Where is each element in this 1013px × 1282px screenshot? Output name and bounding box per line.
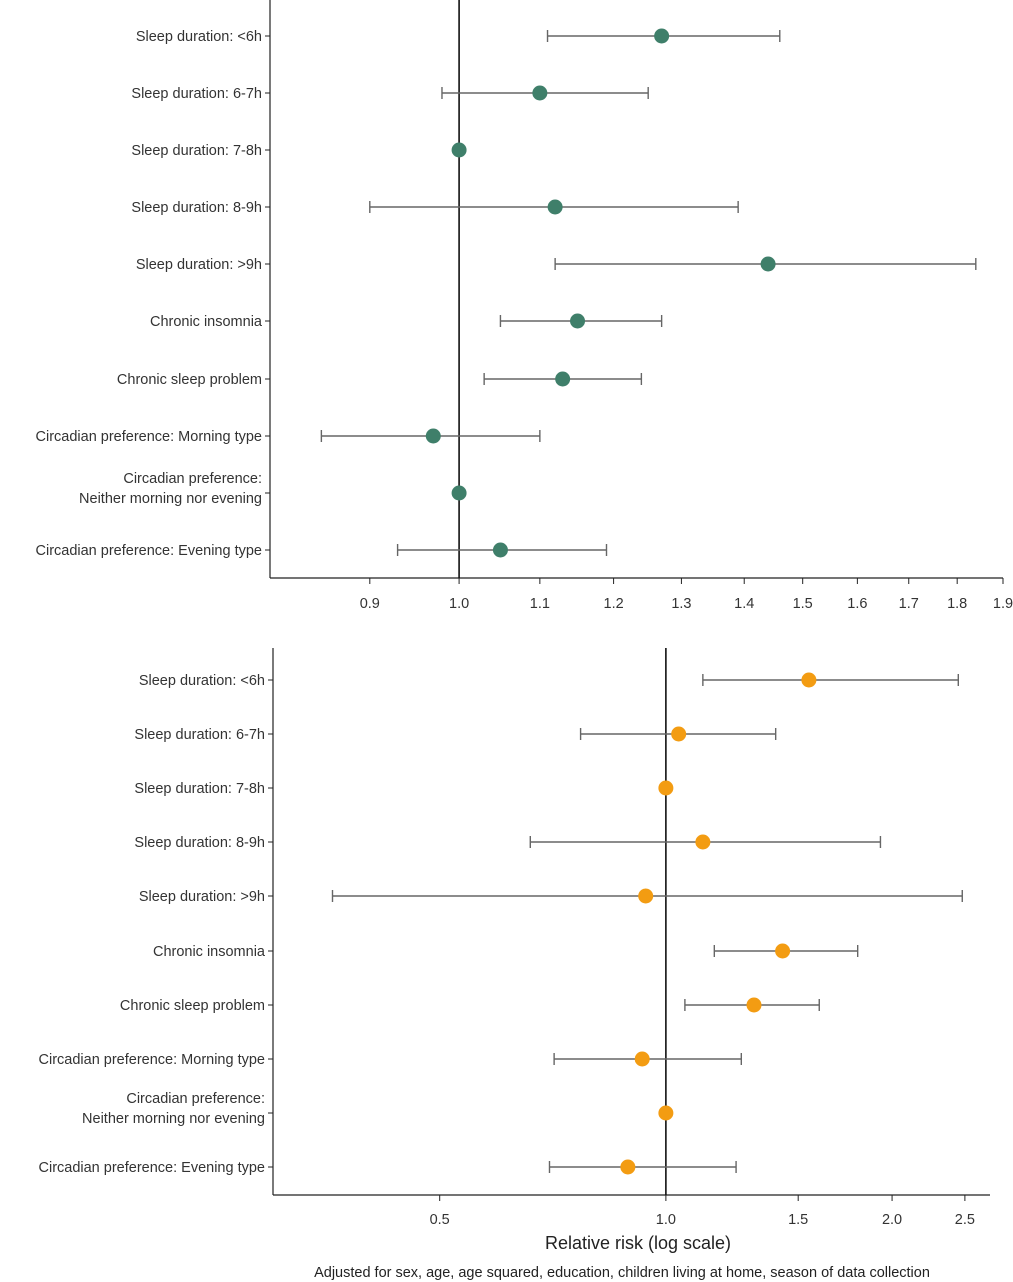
row-label: Circadian preference:	[126, 1091, 265, 1107]
row-label: Sleep duration: 7-8h	[131, 143, 262, 159]
row-label: Neither morning nor evening	[79, 491, 262, 507]
x-tick-label: 1.2	[604, 596, 624, 612]
point-estimate	[492, 542, 508, 558]
point-estimate	[451, 142, 467, 158]
point-estimate	[746, 997, 762, 1013]
row-label: Sleep duration: >9h	[139, 889, 265, 905]
row-label: Chronic sleep problem	[117, 372, 262, 388]
point-estimate	[547, 199, 563, 215]
point-estimate	[671, 726, 687, 742]
row-label: Sleep duration: 8-9h	[131, 200, 262, 216]
row-label: Sleep duration: 6-7h	[131, 86, 262, 102]
point-estimate	[570, 313, 586, 329]
row-label: Circadian preference: Evening type	[39, 1160, 266, 1176]
x-tick-label: 1.0	[449, 596, 469, 612]
point-estimate	[801, 672, 817, 688]
point-estimate	[634, 1051, 650, 1067]
point-estimate	[654, 28, 670, 44]
point-estimate	[425, 428, 441, 444]
row-label: Chronic insomnia	[153, 944, 266, 960]
row-label: Sleep duration: 7-8h	[134, 781, 265, 797]
row-label: Chronic insomnia	[150, 314, 263, 330]
x-tick-label: 1.9	[993, 596, 1013, 612]
row-label: Sleep duration: 8-9h	[134, 835, 265, 851]
x-tick-label: 0.5	[430, 1212, 450, 1228]
point-estimate	[658, 1105, 674, 1121]
row-label: Circadian preference: Morning type	[39, 1052, 265, 1068]
point-estimate	[638, 888, 654, 904]
x-tick-label: 1.4	[734, 596, 754, 612]
row-label: Sleep duration: >9h	[136, 257, 262, 273]
point-estimate	[532, 85, 548, 101]
x-tick-label: 2.5	[955, 1212, 975, 1228]
point-estimate	[451, 485, 467, 501]
point-estimate	[760, 256, 776, 272]
x-tick-label: 1.8	[947, 596, 967, 612]
x-tick-label: 1.1	[530, 596, 550, 612]
x-axis-title: Relative risk (log scale)	[545, 1233, 731, 1253]
row-label: Circadian preference:	[123, 471, 262, 487]
forest-panel-bottom: 0.5 1.0 1.5 2.0 2.5 Sleep duration: <6h Sleep …	[39, 648, 990, 1228]
point-estimate	[658, 780, 674, 796]
x-tick-label: 1.5	[793, 596, 813, 612]
x-tick-label: 2.0	[882, 1212, 902, 1228]
x-tick-label: 1.5	[788, 1212, 808, 1228]
row-label: Circadian preference: Morning type	[36, 429, 262, 445]
point-estimate	[775, 943, 791, 959]
row-label: Neither morning nor evening	[82, 1111, 265, 1127]
x-tick-label: 1.7	[899, 596, 919, 612]
forest-panel-top: 0.9 1.0 1.1 1.2 1.3 1.4 1.5 1.6 1.7 1.8 1.9 Sleep d…	[36, 0, 1013, 612]
row-label: Chronic sleep problem	[120, 998, 265, 1014]
point-estimate	[695, 834, 711, 850]
row-label: Sleep duration: <6h	[136, 29, 262, 45]
x-tick-label: 1.0	[656, 1212, 676, 1228]
x-tick-label: 0.9	[360, 596, 380, 612]
row-label: Sleep duration: <6h	[139, 673, 265, 689]
row-label: Sleep duration: 6-7h	[134, 727, 265, 743]
x-tick-label: 1.3	[671, 596, 691, 612]
x-tick-label: 1.6	[847, 596, 867, 612]
footnote: Adjusted for sex, age, age squared, educ…	[314, 1265, 930, 1281]
point-estimate	[555, 371, 571, 387]
row-label: Circadian preference: Evening type	[36, 543, 263, 559]
point-estimate	[620, 1159, 636, 1175]
